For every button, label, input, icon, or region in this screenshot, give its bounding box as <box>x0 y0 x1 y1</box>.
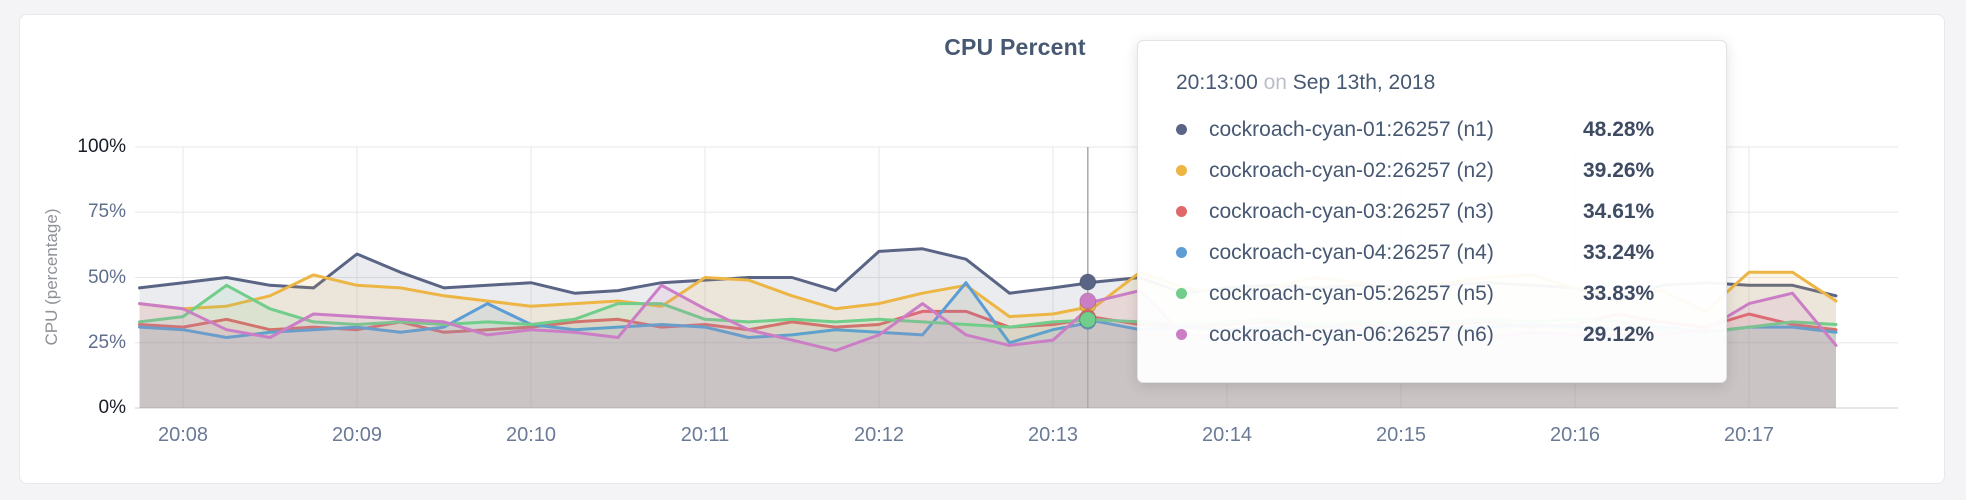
x-tick-label: 20:11 <box>680 424 730 446</box>
tooltip-series-value: 39.26% <box>1583 158 1655 182</box>
hover-dot-n5 <box>1079 311 1097 329</box>
tooltip-header: 20:13:00 on Sep 13th, 2018 <box>1176 71 1690 95</box>
tooltip-time: 20:13:00 <box>1176 71 1258 94</box>
tooltip-series-value: 33.24% <box>1583 240 1655 264</box>
series-color-dot-icon <box>1176 247 1187 258</box>
tooltip-series-label: cockroach-cyan-01:26257 (n1) <box>1209 117 1494 141</box>
tooltip-row: cockroach-cyan-01:26257 (n1) 48.28% <box>1176 109 1690 150</box>
tooltip-conjunction: on <box>1263 71 1287 94</box>
y-tick-label: 100% <box>77 136 126 157</box>
tooltip-series-label: cockroach-cyan-04:26257 (n4) <box>1209 240 1494 264</box>
series-color-dot-icon <box>1176 124 1187 135</box>
x-tick-label: 20:13 <box>1027 424 1079 446</box>
series-color-dot-icon <box>1176 165 1187 176</box>
tooltip-series-value: 48.28% <box>1583 117 1655 141</box>
x-tick-label: 20:09 <box>331 424 383 446</box>
series-color-dot-icon <box>1176 329 1187 340</box>
series-color-dot-icon <box>1176 206 1187 217</box>
x-tick-label: 20:12 <box>853 424 905 446</box>
x-tick-label: 20:17 <box>1723 424 1775 446</box>
x-tick-label: 20:15 <box>1375 424 1427 446</box>
y-tick-label: 0% <box>98 397 126 418</box>
tooltip-series-value: 34.61% <box>1583 199 1655 223</box>
tooltip-series-label: cockroach-cyan-06:26257 (n6) <box>1209 322 1494 346</box>
tooltip-series-label: cockroach-cyan-02:26257 (n2) <box>1209 158 1494 182</box>
hover-tooltip: 20:13:00 on Sep 13th, 2018 cockroach-cya… <box>1137 40 1727 383</box>
series-color-dot-icon <box>1176 288 1187 299</box>
y-tick-label: 50% <box>87 266 126 288</box>
tooltip-series-value: 33.83% <box>1583 281 1655 305</box>
tooltip-row: cockroach-cyan-04:26257 (n4) 33.24% <box>1176 232 1690 273</box>
y-tick-label: 75% <box>87 201 126 223</box>
tooltip-rows: cockroach-cyan-01:26257 (n1) 48.28% cockro… <box>1176 109 1690 355</box>
tooltip-series-label: cockroach-cyan-05:26257 (n5) <box>1209 281 1494 305</box>
tooltip-row: cockroach-cyan-02:26257 (n2) 39.26% <box>1176 150 1690 191</box>
x-tick-label: 20:14 <box>1201 424 1253 446</box>
x-tick-label: 20:08 <box>157 424 209 446</box>
hover-dot-n6 <box>1079 292 1097 310</box>
tooltip-row: cockroach-cyan-03:26257 (n3) 34.61% <box>1176 191 1690 232</box>
y-tick-label: 25% <box>87 331 126 353</box>
hover-dot-n1 <box>1079 273 1097 291</box>
tooltip-row: cockroach-cyan-05:26257 (n5) 33.83% <box>1176 273 1690 314</box>
tooltip-series-value: 29.12% <box>1583 322 1655 346</box>
tooltip-series-label: cockroach-cyan-03:26257 (n3) <box>1209 199 1494 223</box>
tooltip-row: cockroach-cyan-06:26257 (n6) 29.12% <box>1176 314 1690 355</box>
tooltip-date: Sep 13th, 2018 <box>1292 71 1436 94</box>
x-tick-label: 20:10 <box>505 424 557 446</box>
chart-title: CPU Percent <box>944 34 1086 60</box>
x-tick-label: 20:16 <box>1549 424 1601 446</box>
